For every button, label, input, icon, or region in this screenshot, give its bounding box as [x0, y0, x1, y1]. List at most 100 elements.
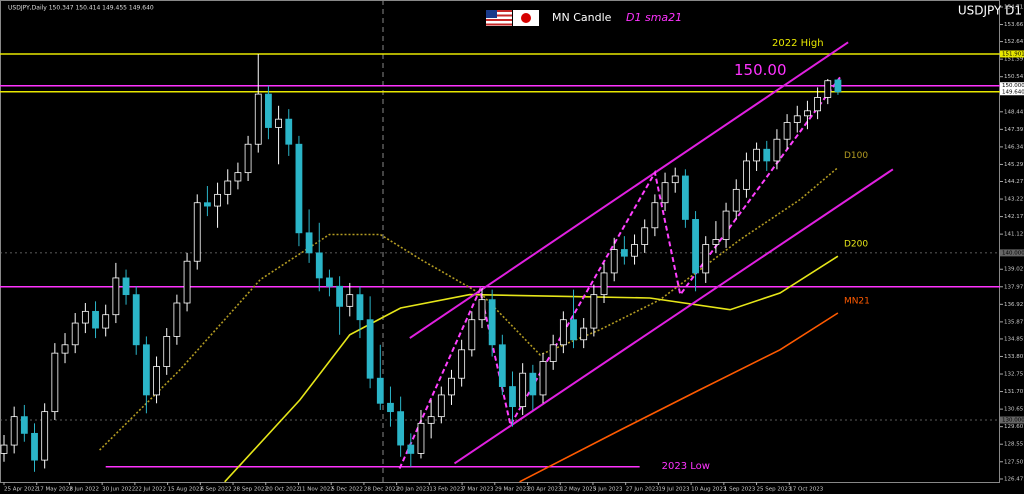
candle-body	[10, 416, 18, 446]
candle-body	[203, 202, 211, 207]
candle-body	[702, 244, 710, 274]
level-tag	[1000, 50, 1024, 58]
candle-body	[376, 377, 384, 404]
candle-body	[234, 172, 242, 182]
candle-body	[336, 285, 344, 307]
candle-body	[580, 327, 588, 341]
candle-body	[488, 299, 496, 346]
candle-body	[793, 115, 801, 123]
candle-body	[448, 377, 455, 396]
candle-body	[153, 366, 160, 396]
candle-body	[814, 97, 821, 112]
y-tick-label: 130.651	[1004, 407, 1024, 413]
x-tick-label: 5 Dec 2022	[331, 487, 363, 493]
candle-body	[132, 294, 140, 346]
y-tick-label: 129.601	[1004, 424, 1024, 430]
y-tick-label: 144.271	[1004, 179, 1024, 185]
candle-body	[31, 432, 38, 461]
x-tick-label: 17 Oct 2023	[789, 487, 824, 493]
candle-body	[692, 219, 699, 274]
x-tick-label: 1 Sep 2023	[724, 487, 756, 493]
x-tick-label: 15 Aug 2022	[168, 487, 203, 493]
x-tick-label: 20 Jan 2023	[397, 487, 430, 493]
candle-body	[0, 444, 8, 454]
level-name: 150.00	[734, 61, 787, 79]
candle-body	[163, 336, 171, 367]
y-tick-label: 136.921	[1004, 302, 1024, 308]
candle-body	[427, 416, 435, 424]
candle-body	[834, 79, 842, 93]
x-tick-label: 19 Jul 2023	[658, 487, 690, 493]
level-tag-label: 140.000	[1002, 250, 1024, 256]
x-tick-label: 10 Aug 2023	[691, 487, 727, 493]
x-tick-label: 17 May 2022	[37, 487, 73, 493]
y-tick-label: 139.021	[1004, 267, 1024, 273]
candle-body	[763, 148, 771, 162]
level-tag	[1000, 416, 1024, 424]
y-tick-label: 134.851	[1004, 336, 1024, 342]
x-tick-label: 5 Jun 2023	[593, 487, 623, 493]
candle-body	[20, 416, 28, 434]
candle-body	[681, 175, 689, 220]
x-tick-label: 29 Mar 2023	[495, 487, 530, 493]
candle-body	[773, 138, 781, 162]
overlay-line	[409, 41, 849, 339]
candle-body	[478, 299, 486, 321]
candle-body	[743, 160, 750, 190]
x-tick-label: 28 Sep 2022	[233, 487, 268, 493]
candle-body	[631, 244, 638, 257]
candle-body	[61, 344, 69, 354]
candle-body	[753, 148, 760, 162]
candle-body	[173, 302, 181, 337]
candle-body	[570, 319, 577, 341]
legend-label: MN Candle	[552, 11, 612, 24]
level-tag	[1000, 249, 1024, 257]
candle-body	[51, 352, 59, 413]
y-tick-label: 137.971	[1004, 284, 1024, 290]
level-name: 2022 High	[772, 38, 824, 49]
y-tick-label: 153.661	[1004, 22, 1024, 28]
candle-body	[285, 118, 293, 145]
y-tick-label: 141.121	[1004, 232, 1024, 238]
candle-body	[254, 93, 262, 145]
x-tick-label: 13 Feb 2023	[429, 487, 464, 493]
candle-body	[92, 310, 99, 329]
candle-body	[295, 143, 303, 234]
candle-body	[193, 202, 201, 262]
level-tag-label: 151.901	[1002, 51, 1024, 57]
level-tag	[1000, 82, 1024, 90]
y-tick-label: 133.801	[1004, 354, 1024, 360]
chart-title: USDJPY D1	[958, 4, 1022, 18]
candle-body	[712, 239, 720, 245]
candle-body	[824, 80, 832, 98]
legend-label: D1 sma21	[626, 11, 682, 24]
y-tick-label: 145.291	[1004, 162, 1024, 168]
level-name: 2023 Low	[662, 461, 710, 472]
x-tick-label: 25 Sep 2023	[757, 487, 792, 493]
candle-body	[732, 188, 740, 212]
candle-body	[244, 143, 252, 174]
candle-body	[346, 294, 354, 307]
y-tick-label: 148.441	[1004, 109, 1024, 115]
candle-body	[661, 182, 669, 204]
y-tick-label: 154.711	[1004, 5, 1024, 11]
candle-body	[783, 122, 791, 140]
candle-body	[214, 193, 221, 207]
candle-body	[326, 277, 333, 287]
candle-body	[122, 277, 130, 296]
level-tag	[1000, 88, 1024, 96]
candle-body	[366, 319, 374, 379]
candle-body	[81, 310, 89, 324]
candle-body	[315, 252, 323, 279]
y-tick-label: 135.871	[1004, 319, 1024, 325]
y-tick-label: 131.701	[1004, 389, 1024, 395]
x-tick-label: 25 Apr 2022	[4, 487, 38, 493]
y-tick-label: 151.591	[1004, 57, 1024, 63]
candle-body	[549, 344, 557, 362]
overlay-line	[453, 168, 894, 465]
level-tag-label: 149.640	[1002, 89, 1024, 95]
candle-body	[722, 210, 730, 240]
candle-body	[458, 349, 466, 379]
x-tick-label: 8 Jun 2022	[69, 487, 99, 493]
